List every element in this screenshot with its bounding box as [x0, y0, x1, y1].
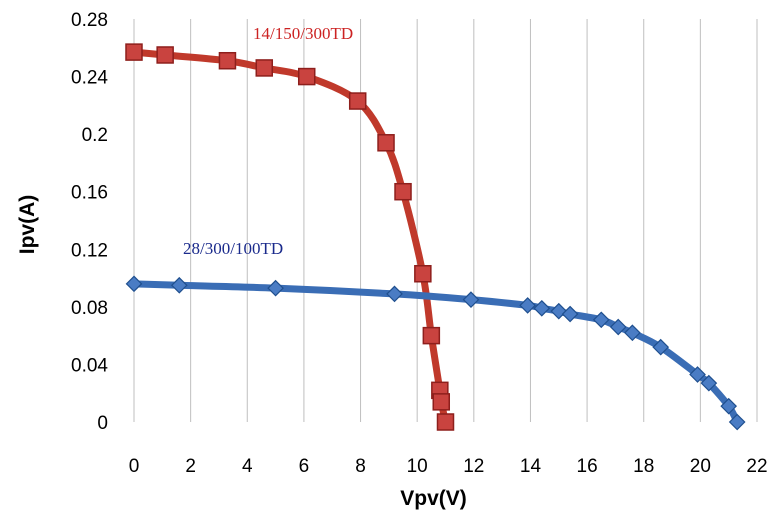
data-point [432, 393, 451, 411]
x-tick-label: 0 [129, 456, 140, 477]
data-point [422, 326, 441, 345]
x-tick-label: 8 [355, 456, 366, 477]
x-tick-label: 22 [746, 456, 767, 477]
series-blue [125, 275, 746, 431]
data-point [170, 276, 188, 294]
x-tick-label: 4 [242, 456, 253, 477]
data-point [377, 134, 395, 152]
data-point [348, 92, 367, 110]
series-label-red: 14/150/300TD [253, 24, 353, 43]
data-point [156, 46, 174, 64]
y-axis-title: Ipv(A) [16, 195, 39, 255]
x-tick-label: 2 [185, 456, 196, 477]
series-layer [125, 43, 746, 431]
y-tick-label: 0.12 [71, 240, 108, 261]
data-point [689, 366, 706, 383]
y-tick-label: 0.2 [82, 125, 108, 146]
data-point [652, 338, 670, 356]
data-point [394, 182, 412, 201]
tick-labels: 0 2 4 6 8 10 12 14 16 18 20 22 0 0.04 0.08 0.12 0.16 0.2 0… [71, 10, 768, 477]
data-point [462, 291, 480, 309]
series-red [125, 43, 455, 431]
data-point [267, 279, 284, 297]
x-tick-label: 20 [690, 456, 711, 477]
data-point [624, 324, 641, 342]
x-tick-label: 16 [577, 456, 598, 477]
data-point [436, 413, 455, 431]
data-point [533, 299, 551, 317]
y-tick-label: 0.04 [71, 355, 108, 376]
data-point [218, 51, 237, 70]
data-point [609, 318, 627, 336]
data-point [728, 413, 746, 431]
data-point [720, 397, 738, 415]
data-point [561, 305, 579, 323]
x-tick-label: 12 [463, 456, 484, 477]
data-point [386, 285, 403, 303]
x-tick-label: 14 [520, 456, 542, 477]
data-point [297, 67, 316, 86]
series-label-blue: 28/300/100TD [183, 239, 283, 258]
y-tick-label: 0.24 [71, 68, 108, 89]
data-point [519, 297, 536, 314]
y-tick-label: 0.28 [71, 10, 108, 31]
data-point [255, 59, 274, 77]
y-tick-label: 0.08 [71, 298, 108, 319]
data-point [550, 302, 568, 320]
data-point [125, 275, 143, 293]
data-point [125, 43, 143, 61]
data-point [592, 311, 610, 329]
grid-lines [133, 19, 758, 422]
data-point [700, 374, 718, 392]
series-line [130, 48, 449, 426]
x-tick-label: 10 [407, 456, 428, 477]
x-axis-title: Vpv(V) [400, 487, 467, 510]
data-point [414, 265, 432, 283]
x-tick-label: 6 [299, 456, 310, 477]
x-tick-label: 18 [633, 456, 654, 477]
y-tick-label: 0 [97, 413, 108, 434]
y-tick-label: 0.16 [71, 183, 108, 204]
